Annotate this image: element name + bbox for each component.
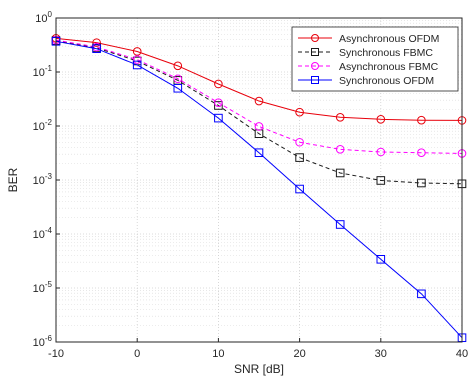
data-point [132, 60, 142, 70]
data-point [295, 137, 304, 147]
legend-item: Asynchronous FBMC [298, 61, 439, 73]
legend-marker [311, 34, 319, 42]
data-point [92, 38, 101, 47]
y-tick-label: 10-1 [33, 64, 53, 79]
x-tick-label: 0 [134, 348, 140, 360]
x-axis-ticks: -10 0 10 20 30 40 [48, 338, 468, 360]
series-line [55, 40, 463, 339]
data-point [254, 122, 264, 131]
data-point [92, 44, 101, 54]
y-tick-label: 10-3 [33, 172, 53, 187]
data-point [254, 96, 264, 106]
data-point [173, 74, 183, 84]
data-point [335, 145, 345, 154]
y-axis-ticks: 100 10-1 10-2 10-3 10-4 10-5 10-6 [33, 10, 60, 349]
legend-label: Synchronous OFDM [339, 75, 434, 87]
data-point [376, 147, 386, 157]
y-axis-label: BER [6, 167, 20, 192]
legend-label: Asynchronous OFDM [339, 33, 439, 45]
series-line [55, 40, 463, 185]
x-tick-label: 30 [375, 348, 387, 360]
data-point [335, 220, 345, 229]
legend-item: Synchronous OFDM [298, 75, 434, 87]
x-tick-label: 40 [456, 348, 468, 360]
data-point [173, 61, 183, 71]
data-point [214, 101, 223, 110]
x-tick-label: -10 [48, 348, 64, 360]
legend: Asynchronous OFDM Synchronous FBMC Asynchr… [291, 26, 459, 92]
legend-label: Synchronous FBMC [339, 47, 433, 59]
y-tick-label: 100 [35, 10, 52, 25]
series-line [55, 37, 463, 121]
x-tick-label: 10 [212, 348, 224, 360]
data-point [214, 98, 223, 108]
y-tick-label: 10-4 [33, 226, 53, 241]
data-point [417, 115, 426, 125]
data-point [417, 148, 426, 158]
x-axis-label: SNR [dB] [234, 362, 284, 376]
data-point [132, 55, 142, 64]
data-point [376, 255, 386, 264]
legend-marker [311, 76, 319, 84]
data-point [295, 107, 304, 117]
legend-item: Asynchronous OFDM [298, 33, 439, 45]
legend-item: Synchronous FBMC [298, 47, 433, 59]
data-point [173, 83, 183, 93]
data-point [254, 148, 264, 158]
data-point [295, 153, 304, 162]
data-point [417, 289, 426, 299]
data-point [335, 168, 345, 178]
data-point [214, 79, 223, 89]
data-point [335, 112, 345, 122]
y-tick-label: 10-6 [33, 334, 53, 349]
data-point [417, 178, 426, 188]
data-point [214, 113, 223, 123]
legend-label: Asynchronous FBMC [339, 61, 439, 73]
data-point [376, 176, 386, 185]
y-tick-label: 10-2 [33, 118, 53, 133]
x-tick-label: 20 [293, 348, 305, 360]
legend-marker [311, 48, 319, 56]
data-point [376, 115, 386, 124]
legend-marker [311, 62, 319, 70]
data-point [295, 184, 304, 194]
y-tick-label: 10-5 [33, 280, 53, 295]
